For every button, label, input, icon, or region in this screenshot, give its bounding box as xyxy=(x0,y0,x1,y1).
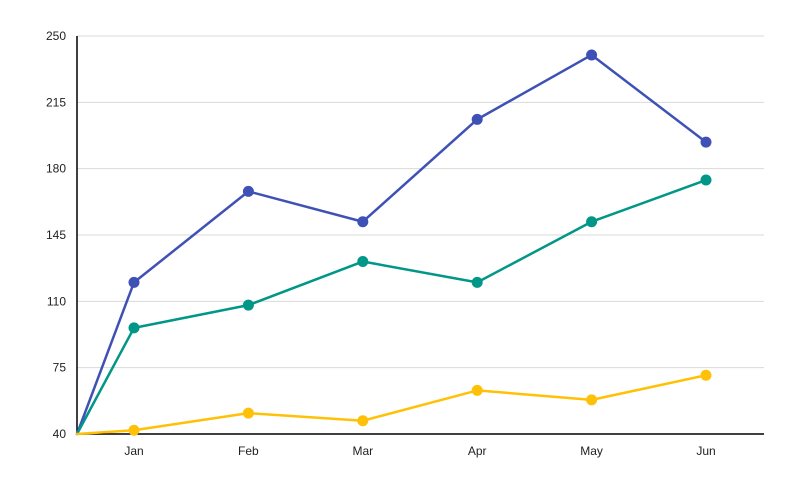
data-point xyxy=(357,415,369,427)
data-point xyxy=(357,216,369,228)
y-tick-label: 215 xyxy=(46,95,66,109)
y-tick-label: 180 xyxy=(46,162,66,176)
y-tick-labels: 40 75 110 145 180 215 250 xyxy=(46,29,66,441)
y-tick-label: 250 xyxy=(46,29,66,43)
data-point xyxy=(128,322,140,334)
data-point xyxy=(242,299,254,311)
y-tick-label: 75 xyxy=(53,361,67,375)
data-point xyxy=(471,276,483,288)
y-tick-label: 40 xyxy=(53,427,67,441)
series-line-1 xyxy=(75,53,708,436)
x-tick-label: Mar xyxy=(352,444,373,458)
y-tick-label: 145 xyxy=(46,228,66,242)
axes xyxy=(76,36,764,435)
grid-lines xyxy=(77,35,764,369)
x-tick-label: Apr xyxy=(468,444,487,458)
data-points xyxy=(128,49,712,436)
series-line-3 xyxy=(75,373,708,436)
data-point xyxy=(357,256,369,268)
data-point xyxy=(586,216,598,228)
data-point xyxy=(242,185,254,197)
x-tick-label: Jun xyxy=(696,444,715,458)
data-point xyxy=(586,394,598,406)
data-point xyxy=(471,384,483,396)
data-point xyxy=(700,174,712,186)
data-point xyxy=(471,113,483,125)
data-point xyxy=(128,424,140,436)
series-lines xyxy=(75,53,708,436)
y-tick-label: 110 xyxy=(47,294,66,308)
data-point xyxy=(586,49,598,61)
x-tick-labels: Jan Feb Mar Apr May Jun xyxy=(124,444,715,458)
data-point xyxy=(700,136,712,148)
x-tick-label: Jan xyxy=(124,444,143,458)
data-point xyxy=(700,369,712,381)
data-point xyxy=(128,276,140,288)
x-tick-label: May xyxy=(580,444,603,458)
data-point xyxy=(242,407,254,419)
x-tick-label: Feb xyxy=(238,444,259,458)
